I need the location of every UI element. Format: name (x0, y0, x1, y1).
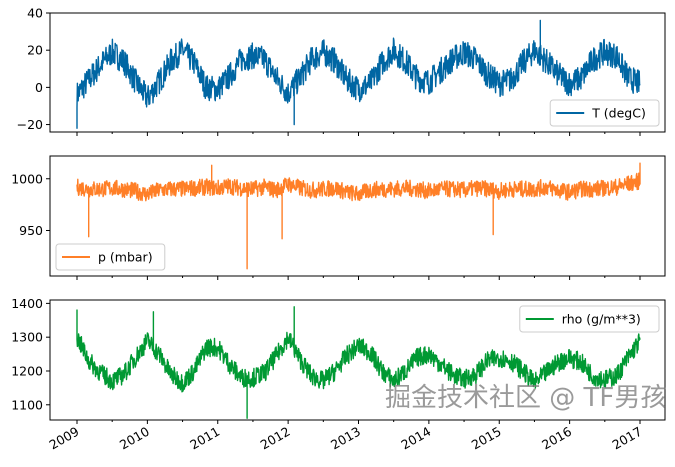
y-tick-label: 950 (19, 223, 43, 238)
legend-label: p (mbar) (98, 250, 153, 265)
series-line-2 (76, 306, 641, 419)
watermark: 掘金技术社区 @ TF男孩 (385, 383, 667, 413)
x-tick-label: 2016 (539, 424, 574, 453)
legend-label: T (degC) (591, 106, 646, 121)
x-tick-label: 2014 (398, 424, 433, 453)
x-tick-label: 2009 (46, 424, 81, 453)
legend-box (549, 99, 660, 127)
series-line-1 (76, 162, 641, 270)
y-tick-label: 1200 (11, 363, 43, 378)
y-tick-label: 40 (27, 6, 43, 21)
axes-frame-2 (49, 299, 666, 421)
x-tick-label: 2012 (258, 424, 293, 453)
x-tick-label: 2011 (187, 424, 222, 453)
legend-box (519, 305, 660, 333)
y-tick-label: 1400 (11, 296, 43, 311)
y-tick-label: 1300 (11, 330, 43, 345)
x-tick-label: 2017 (609, 424, 644, 453)
y-tick-label: 0 (35, 80, 43, 95)
y-tick-label: 20 (27, 43, 43, 58)
axes-frame-0 (49, 12, 666, 133)
y-tick-label: −20 (17, 117, 43, 132)
y-tick-label: 1000 (11, 171, 43, 186)
legend-label: rho (g/m**3) (562, 312, 641, 327)
legend-box (55, 243, 166, 271)
axes-frame-1 (49, 155, 666, 277)
series-line-0 (76, 19, 641, 130)
x-tick-label: 2010 (117, 424, 152, 453)
y-tick-label: 1100 (11, 397, 43, 412)
x-tick-label: 2013 (328, 424, 363, 453)
x-tick-label: 2015 (469, 424, 504, 453)
